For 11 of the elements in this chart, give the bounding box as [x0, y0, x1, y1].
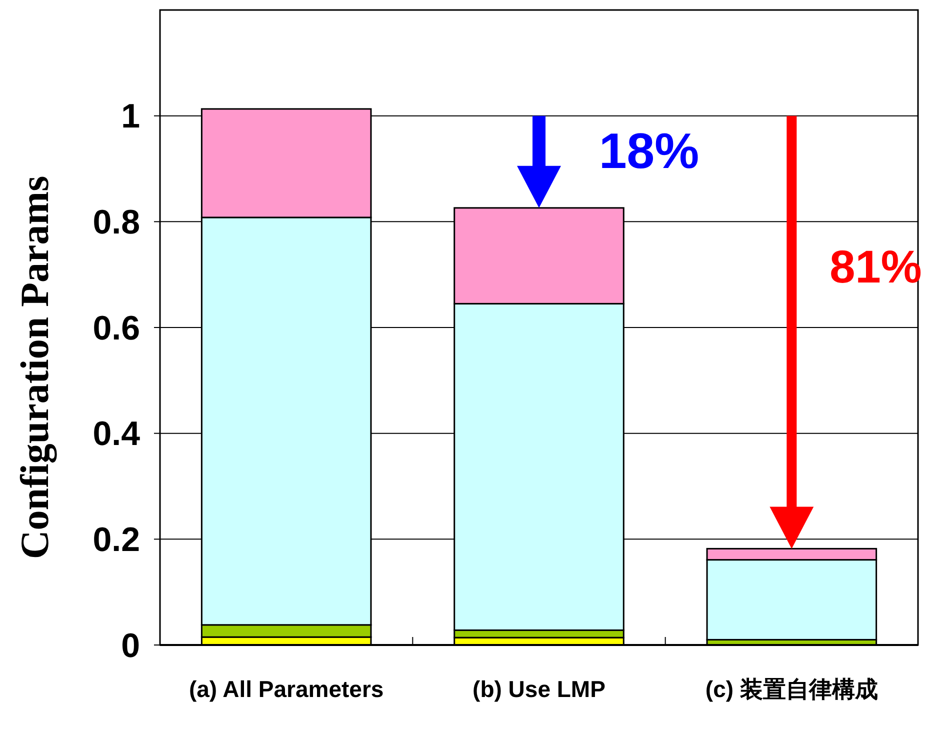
x-tick-label: (c) 装置自律構成 [705, 676, 878, 702]
y-axis-title: Configuration Params [12, 176, 57, 560]
y-tick-label: 0 [121, 626, 140, 665]
y-tick-label: 0.4 [92, 415, 140, 454]
y-tick-label: 1 [121, 98, 140, 136]
x-tick-label: (a) All Parameters [188, 676, 384, 702]
y-tick-label: 0.6 [92, 309, 140, 348]
y-tick-label: 0.2 [92, 521, 140, 560]
annotation: 18% [599, 122, 700, 179]
x-tick-label: (b) Use LMP [472, 676, 606, 702]
y-tick-label: 0.8 [92, 204, 140, 242]
